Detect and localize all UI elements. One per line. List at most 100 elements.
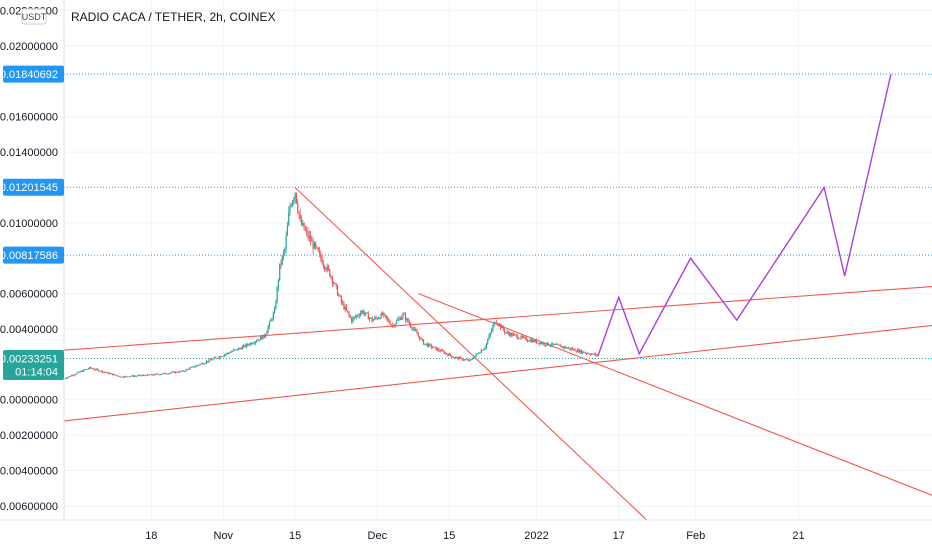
candle-body	[207, 361, 209, 363]
candle-body	[172, 371, 174, 373]
candle-body	[561, 346, 563, 348]
candle-body	[322, 263, 324, 266]
candle-body	[77, 371, 79, 373]
candle-body	[456, 357, 458, 358]
candle-body	[433, 346, 435, 348]
candle-body	[421, 338, 423, 340]
candle-body	[160, 374, 163, 375]
time-axis[interactable]: 18 Nov 15 Dec 15 2022 17 Feb 21	[145, 530, 804, 542]
candle-body	[415, 328, 417, 332]
candle-body	[289, 205, 291, 214]
candle-body	[243, 345, 245, 347]
candle-body	[448, 353, 450, 356]
candle-body	[86, 369, 88, 370]
candle-body	[284, 248, 286, 253]
candle-body	[131, 375, 133, 377]
candle-body	[530, 339, 532, 343]
candle-body	[94, 369, 96, 371]
candle-body	[532, 339, 534, 343]
candle-body	[413, 328, 416, 330]
candle-body	[553, 344, 556, 346]
candle-body	[136, 375, 138, 377]
candle-body	[230, 351, 232, 354]
candle-body	[508, 333, 511, 336]
candle-body	[349, 315, 351, 318]
candle-body	[348, 312, 350, 316]
candle-body	[478, 353, 480, 355]
candle-body	[68, 376, 70, 378]
candle-body	[564, 346, 566, 348]
candle-body	[312, 240, 314, 249]
candle-body	[91, 368, 93, 370]
candle-body	[420, 338, 422, 340]
candle-body	[216, 357, 218, 359]
candle-body	[490, 330, 493, 333]
candle-body	[189, 367, 191, 370]
candle-body	[275, 302, 277, 309]
candle-body	[390, 324, 393, 326]
candle-body	[259, 336, 262, 341]
candle-body	[298, 211, 300, 215]
candle-body	[273, 308, 276, 314]
candle-body	[556, 344, 558, 346]
candle-body	[303, 223, 305, 230]
candle-body	[404, 314, 407, 321]
candle-body	[180, 371, 182, 373]
candle-body	[193, 366, 195, 368]
candle-body	[199, 364, 201, 366]
candle-body	[345, 306, 348, 311]
projection-path[interactable]	[597, 74, 892, 356]
candle-body	[384, 313, 386, 316]
candle-body	[231, 351, 233, 353]
candle-body	[514, 334, 516, 335]
candle-body	[236, 348, 238, 350]
candle-body	[426, 343, 428, 347]
candle-body	[302, 223, 304, 226]
candle-body	[489, 332, 491, 336]
candle-body	[151, 374, 154, 376]
candle-body	[239, 348, 241, 349]
candle-body	[534, 340, 536, 342]
candle-body	[537, 342, 539, 344]
candle-body	[225, 353, 227, 355]
candle-body	[105, 372, 107, 374]
y-tick-label: -0.00000000	[0, 395, 58, 407]
candle-body	[148, 374, 150, 376]
candle-body	[501, 326, 503, 328]
price-badge	[3, 349, 64, 380]
candle-body	[326, 266, 328, 271]
trendline	[63, 285, 932, 351]
candle-body	[374, 317, 376, 320]
candle-body	[335, 283, 337, 287]
candle-body	[227, 352, 229, 354]
candle-body	[385, 315, 387, 318]
price-axis[interactable]: 0.022000000.020000000.016000000.01400000…	[0, 6, 58, 513]
candle-body	[297, 202, 299, 212]
trendlines[interactable]	[63, 187, 932, 533]
candle-body	[139, 374, 141, 376]
candle-body	[597, 355, 599, 357]
candle-body	[163, 372, 165, 374]
candle-body	[376, 317, 378, 319]
candle-body	[484, 347, 486, 349]
candle-body	[203, 363, 205, 365]
candle-body	[498, 324, 500, 326]
candle-body	[435, 347, 437, 351]
candle-body	[158, 374, 160, 376]
candle-body	[178, 371, 181, 373]
currency-button[interactable]: USDT	[21, 8, 47, 25]
trendline	[294, 187, 661, 533]
candle-body	[386, 317, 389, 320]
candle-body	[103, 372, 105, 373]
x-tick-label: 15	[443, 530, 455, 542]
candle-body	[264, 334, 267, 338]
candle-body	[538, 342, 540, 345]
candle-body	[271, 319, 273, 321]
candle-body	[116, 375, 118, 377]
candle-body	[276, 287, 278, 303]
candle-body	[300, 219, 303, 226]
candle-body	[565, 346, 567, 349]
candle-body	[357, 315, 359, 317]
candle-body	[470, 359, 472, 360]
